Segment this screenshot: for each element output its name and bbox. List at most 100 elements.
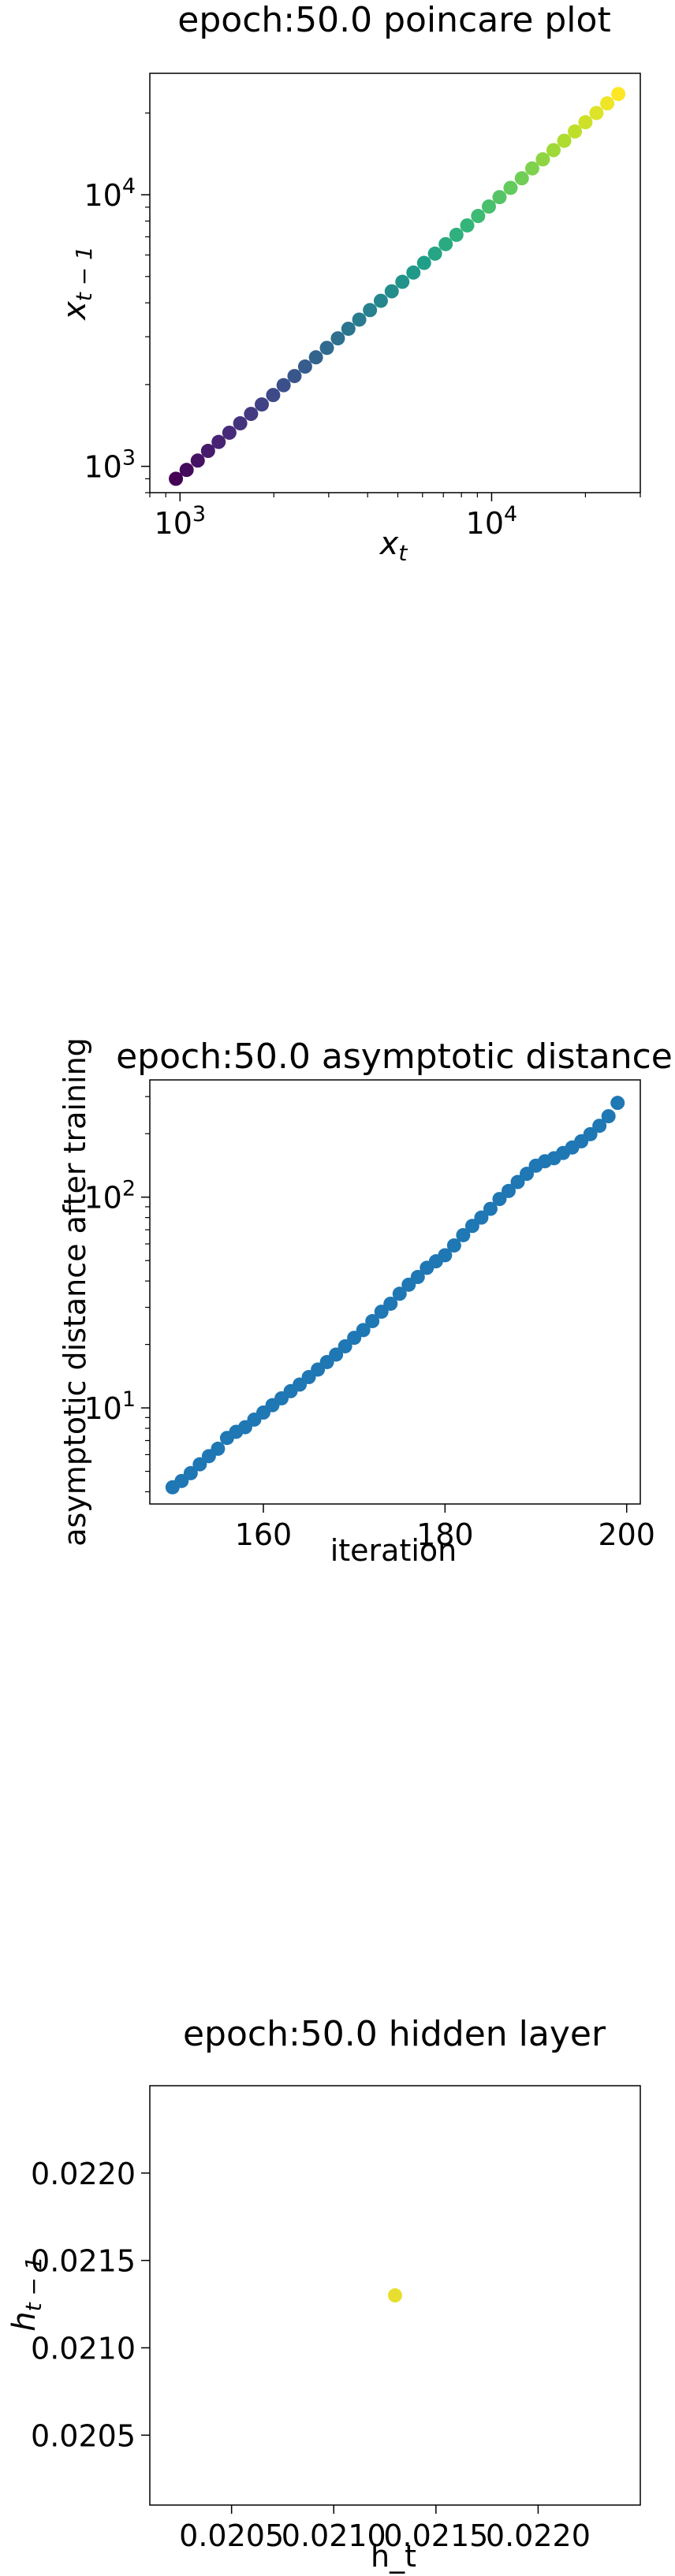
poincare-plot: epoch:50.0 poincare plot 103 104 103 104 xt… bbox=[57, 0, 641, 566]
poincare-y-tick-label: 104 bbox=[84, 174, 136, 213]
poincare-point bbox=[589, 106, 604, 121]
poincare-x-tick-label: 104 bbox=[466, 502, 518, 541]
poincare-point bbox=[460, 218, 475, 233]
asymptotic-distance-point bbox=[601, 1109, 616, 1124]
poincare-plot-points bbox=[169, 87, 626, 486]
asymptotic-distance-ylabel: asymptotic distance after training bbox=[58, 1037, 92, 1547]
poincare-point bbox=[416, 255, 431, 270]
hidden-layer-points bbox=[388, 2288, 402, 2302]
asymptotic-distance-ticks: 160 180 200 101 102 bbox=[84, 1096, 655, 1552]
asymptotic-distance-plot: epoch:50.0 asymptotic distance 160 180 200… bbox=[58, 1037, 673, 1568]
asymptotic-distance-point bbox=[501, 1183, 516, 1198]
hidden-layer-y-tick-label: 0.0205 bbox=[31, 2418, 136, 2453]
poincare-plot-title: epoch:50.0 poincare plot bbox=[177, 0, 610, 40]
poincare-point bbox=[578, 115, 593, 130]
poincare-point bbox=[373, 293, 388, 308]
poincare-point bbox=[287, 369, 302, 384]
asymptotic-distance-point bbox=[464, 1219, 479, 1234]
asymptotic-distance-point bbox=[474, 1210, 489, 1225]
poincare-point bbox=[297, 359, 312, 374]
hidden-layer-xlabel: h_t bbox=[371, 2539, 416, 2574]
hidden-layer-title: epoch:50.0 hidden layer bbox=[183, 2014, 606, 2054]
asymptotic-distance-xlabel: iteration bbox=[330, 1533, 457, 1568]
asymptotic-distance-point bbox=[438, 1248, 453, 1263]
asymptotic-distance-point bbox=[492, 1192, 507, 1207]
asymptotic-distance-x-tick-label: 160 bbox=[235, 1517, 293, 1552]
poincare-point bbox=[568, 124, 583, 139]
asymptotic-distance-points bbox=[165, 1096, 625, 1495]
asymptotic-distance-point bbox=[183, 1465, 198, 1480]
poincare-point bbox=[319, 341, 334, 356]
poincare-point bbox=[222, 425, 237, 440]
poincare-point bbox=[438, 236, 453, 251]
poincare-point bbox=[200, 444, 215, 459]
asymptotic-distance-y-tick-label: 101 bbox=[84, 1387, 136, 1426]
asymptotic-distance-x-tick-label: 200 bbox=[598, 1517, 655, 1552]
poincare-point bbox=[471, 209, 486, 224]
poincare-point bbox=[611, 87, 626, 102]
asymptotic-distance-point bbox=[365, 1314, 380, 1329]
poincare-x-tick-label: 103 bbox=[155, 502, 207, 541]
asymptotic-distance-x-tick-label: 180 bbox=[416, 1517, 474, 1552]
poincare-point bbox=[190, 453, 205, 468]
asymptotic-distance-point bbox=[583, 1126, 598, 1141]
poincare-point bbox=[535, 152, 550, 167]
poincare-point bbox=[503, 181, 518, 195]
asymptotic-distance-point bbox=[329, 1347, 344, 1362]
poincare-point bbox=[395, 274, 410, 289]
poincare-point bbox=[352, 312, 367, 327]
hidden-layer-plot: epoch:50.0 hidden layer 0.02050.02100.02… bbox=[6, 2014, 641, 2574]
poincare-point bbox=[244, 407, 259, 422]
asymptotic-distance-y-tick-label: 102 bbox=[84, 1177, 136, 1215]
poincare-point bbox=[546, 143, 561, 158]
hidden-layer-x-tick-label: 0.0205 bbox=[179, 2518, 284, 2553]
asymptotic-distance-axes-frame bbox=[149, 1079, 641, 1505]
poincare-point bbox=[211, 434, 226, 449]
poincare-point bbox=[557, 133, 572, 148]
hidden-layer-ylabel: ht − 1 bbox=[6, 2256, 47, 2331]
asymptotic-distance-point bbox=[456, 1227, 471, 1242]
poincare-point bbox=[449, 227, 464, 242]
asymptotic-distance-point bbox=[410, 1270, 425, 1285]
poincare-point bbox=[308, 350, 323, 365]
asymptotic-distance-point bbox=[446, 1238, 461, 1253]
hidden-layer-y-tick-label: 0.0220 bbox=[31, 2157, 136, 2191]
asymptotic-distance-point bbox=[356, 1323, 371, 1338]
asymptotic-distance-title: epoch:50.0 asymptotic distance bbox=[116, 1037, 673, 1077]
poincare-y-tick-label: 103 bbox=[84, 446, 136, 485]
poincare-point bbox=[330, 331, 345, 346]
poincare-point bbox=[600, 96, 615, 111]
asymptotic-distance-point bbox=[610, 1096, 625, 1111]
poincare-point bbox=[524, 161, 539, 176]
hidden-layer-x-tick-label: 0.0215 bbox=[383, 2518, 488, 2553]
hidden-layer-y-tick-label: 0.0210 bbox=[31, 2332, 136, 2366]
hidden-layer-x-tick-label: 0.0220 bbox=[486, 2518, 591, 2553]
asymptotic-distance-point bbox=[192, 1457, 207, 1472]
poincare-point bbox=[233, 416, 248, 431]
hidden-layer-y-tick-label: 0.0215 bbox=[31, 2244, 136, 2279]
asymptotic-distance-point bbox=[483, 1201, 498, 1216]
poincare-plot-xlabel: xt bbox=[379, 526, 408, 566]
poincare-point bbox=[179, 463, 194, 478]
poincare-point bbox=[255, 397, 270, 412]
poincare-point bbox=[363, 303, 378, 318]
poincare-point bbox=[169, 471, 184, 486]
asymptotic-distance-point bbox=[520, 1167, 535, 1182]
poincare-point bbox=[427, 246, 442, 261]
poincare-point bbox=[514, 171, 529, 186]
poincare-plot-axes-frame bbox=[149, 73, 641, 493]
poincare-point bbox=[481, 199, 496, 214]
poincare-point bbox=[276, 378, 291, 393]
hidden-layer-ticks: 0.02050.02100.02150.02200.02050.02100.02… bbox=[31, 2157, 591, 2553]
poincare-plot-ticks: 103 104 103 104 bbox=[84, 112, 641, 541]
hidden-layer-x-tick-label: 0.0210 bbox=[282, 2518, 386, 2553]
poincare-point bbox=[341, 322, 356, 337]
poincare-point bbox=[384, 284, 399, 299]
asymptotic-distance-point bbox=[510, 1174, 525, 1189]
poincare-plot-ylabel: xt − 1 bbox=[57, 246, 97, 322]
poincare-point bbox=[266, 388, 281, 403]
poincare-point bbox=[406, 265, 421, 280]
hidden-layer-point bbox=[388, 2288, 402, 2302]
asymptotic-distance-point bbox=[211, 1441, 226, 1456]
